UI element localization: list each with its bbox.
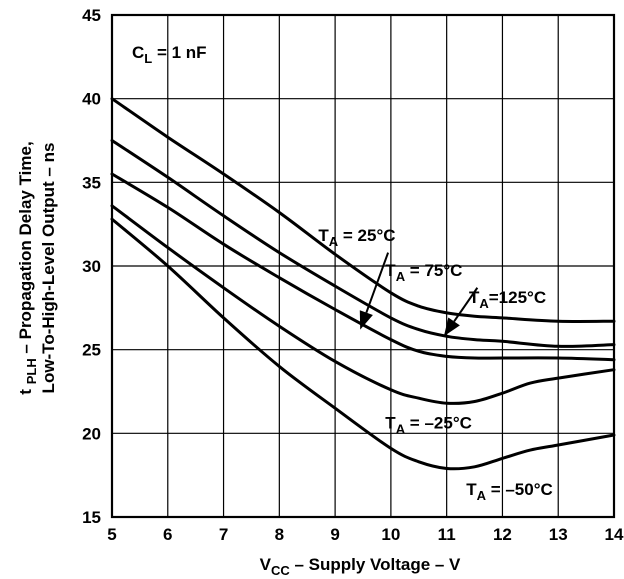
- condition-main: C: [132, 43, 144, 62]
- x-tick-label-9: 9: [330, 525, 339, 544]
- x-tick-label-10: 10: [381, 525, 400, 544]
- y-title-prefix: t: [16, 384, 35, 394]
- annotation-ta75: TA = 75°C: [385, 261, 462, 284]
- condition-label: CL = 1 nF: [132, 43, 207, 66]
- annotation-ta25: TA = 25°C: [318, 226, 395, 249]
- y-axis-title-line1: t PLH – Propagation Delay Time,: [16, 141, 39, 394]
- y-tick-label-30: 30: [82, 257, 101, 276]
- y-tick-label-25: 25: [82, 341, 101, 360]
- series-line-1: [110, 139, 616, 348]
- y-tick-label-15: 15: [82, 508, 101, 527]
- curve-layer: [110, 97, 616, 471]
- x-tick-label-11: 11: [438, 525, 456, 544]
- condition-sub: L: [144, 51, 152, 66]
- y-axis-title-line2: Low-To-High-Level Output – ns: [39, 143, 58, 394]
- tick-layer: 5 6 7 8 9 10 11 12 13 14 15 20 25 30 35 40 45: [82, 6, 624, 544]
- y-tick-label-20: 20: [82, 424, 101, 443]
- series-line-2: [110, 172, 616, 362]
- x-tick-label-14: 14: [605, 525, 624, 544]
- x-tick-label-6: 6: [163, 525, 172, 544]
- arrow-head-ta75: [443, 317, 460, 337]
- x-tick-label-8: 8: [275, 525, 284, 544]
- annotation-tam50: TA = –50°C: [466, 480, 553, 503]
- arrow-shaft-ta25: [365, 252, 390, 314]
- condition-rest: = 1 nF: [152, 43, 206, 62]
- y-tick-label-35: 35: [82, 173, 101, 192]
- annotation-tam25: TA = –25°C: [385, 413, 472, 436]
- annotation-ta125: TA=125°C: [469, 288, 546, 311]
- x-title-rest: – Supply Voltage – V: [290, 555, 461, 574]
- y-tick-label-45: 45: [82, 6, 101, 25]
- y-title-sub: PLH: [24, 358, 39, 384]
- arrow-shaft-ta75: [453, 287, 479, 323]
- series-line-0: [110, 97, 616, 323]
- x-axis-title: VCC – Supply Voltage – V: [260, 555, 461, 578]
- x-tick-label-12: 12: [493, 525, 512, 544]
- x-tick-label-13: 13: [549, 525, 568, 544]
- x-tick-label-7: 7: [219, 525, 228, 544]
- plot-frame: [110, 13, 616, 519]
- arrow-head-ta25: [359, 310, 373, 330]
- y-tick-label-40: 40: [82, 90, 101, 109]
- x-title-main: V: [260, 555, 272, 574]
- y-title-rest: – Propagation Delay Time,: [16, 141, 35, 358]
- x-tick-label-5: 5: [107, 525, 116, 544]
- grid-layer: [110, 13, 616, 519]
- x-title-sub: CC: [271, 563, 290, 578]
- annotation-layer: TA=125°C TA = 25°C TA = 75°C TA = –25°C TA =…: [318, 226, 552, 503]
- series-line-4: [110, 217, 616, 471]
- series-line-3: [110, 204, 616, 405]
